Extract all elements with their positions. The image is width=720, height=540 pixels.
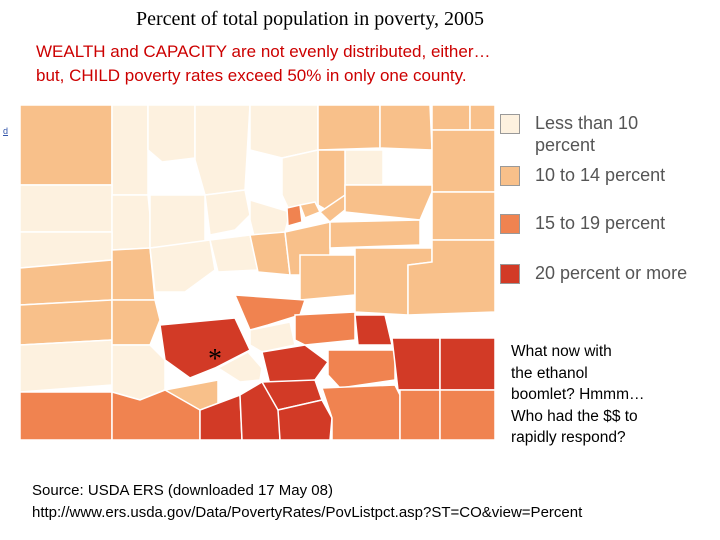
county-region [19, 259, 113, 306]
note-line-4: Who had the $$ to [511, 407, 638, 425]
note: What now with the ethanol boomlet? Hmmm…… [511, 341, 696, 449]
legend-swatch-2 [500, 166, 520, 186]
county-region [277, 399, 333, 441]
poverty-map: * [19, 104, 496, 441]
legend-label-4: 20 percent or more [535, 263, 688, 283]
county-region [329, 219, 421, 249]
county-region [204, 189, 251, 236]
county-region [111, 104, 149, 196]
county-region [344, 184, 433, 221]
county-region [216, 351, 263, 383]
county-region [111, 194, 151, 251]
map-marker: * [208, 344, 222, 375]
county-region [431, 104, 471, 131]
county-region [344, 149, 384, 186]
source-line-1: Source: USDA ERS (downloaded 17 May 08) [32, 482, 333, 499]
county-region [327, 349, 396, 389]
legend-label-2: 10 to 14 percent [535, 165, 666, 185]
subtitle: WEALTH and CAPACITY are not evenly distr… [36, 40, 676, 88]
county-region [431, 191, 496, 241]
legend-label-3: 15 to 19 percent [535, 213, 666, 233]
county-region [19, 104, 113, 186]
county-region [19, 299, 113, 346]
page-title: Percent of total population in poverty, … [135, 8, 485, 30]
county-region [149, 194, 206, 249]
county-region [294, 311, 356, 346]
legend-label-1: Less than 10 percent [535, 113, 639, 155]
county-region [439, 389, 496, 441]
county-region [431, 129, 496, 193]
county-region [149, 239, 216, 293]
county-region [19, 391, 113, 441]
county-region [399, 389, 441, 441]
county-region [439, 337, 496, 391]
county-region [469, 104, 496, 131]
county-region [407, 239, 496, 316]
county-region [111, 344, 166, 401]
legend-swatch-1 [500, 114, 520, 134]
county-region [19, 339, 113, 393]
legend-swatch-4 [500, 264, 520, 284]
note-line-5: rapidly respond? [511, 429, 626, 446]
source-line-2[interactable]: http://www.ers.usda.gov/Data/PovertyRate… [32, 503, 583, 521]
county-region [233, 294, 307, 331]
county-region [320, 384, 401, 441]
county-region [286, 204, 303, 227]
county-region [261, 344, 330, 386]
note-line-2: the ethanol [511, 364, 588, 382]
county-region [391, 337, 441, 391]
county-region [317, 104, 381, 151]
county-region [147, 104, 196, 163]
tiny-link[interactable]: d [3, 126, 9, 136]
note-line-3: boomlet? Hmmm… [511, 386, 645, 403]
county-region [249, 321, 296, 353]
county-region [354, 314, 393, 346]
source-citation: Source: USDA ERS (downloaded 17 May 08) … [32, 480, 712, 523]
county-region [379, 104, 433, 151]
subtitle-line-2: but, CHILD poverty rates exceed 50% in o… [36, 66, 467, 85]
subtitle-line-1: WEALTH and CAPACITY are not evenly distr… [36, 42, 491, 61]
county-region [19, 184, 113, 233]
county-region [194, 104, 251, 196]
county-region [299, 254, 356, 301]
county-region [111, 247, 156, 301]
county-regions [19, 104, 496, 441]
county-region [249, 104, 319, 159]
county-region [298, 201, 322, 219]
county-region [159, 317, 251, 379]
county-region [111, 299, 161, 346]
legend-swatch-3 [500, 214, 520, 234]
note-line-1: What now with [511, 343, 612, 360]
